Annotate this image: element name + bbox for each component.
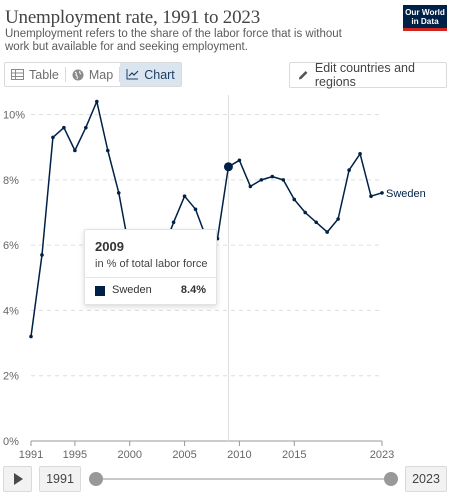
y-tick-label: 4% (3, 305, 19, 317)
tab-chart-label: Chart (144, 67, 175, 82)
line-chart: 0% 2% 4% 6% 8% 10% 1991 1995 2000 2005 2010 2015 202… (3, 95, 426, 460)
timeline-track[interactable] (96, 478, 391, 480)
timeline-end-handle[interactable] (384, 472, 398, 486)
data-point (116, 191, 121, 195)
x-tick-label: 2015 (282, 449, 306, 460)
data-point (314, 220, 318, 225)
line-chart-icon (126, 69, 139, 80)
x-tick-label: 2010 (227, 449, 251, 460)
tab-divider (64, 67, 66, 82)
data-point (347, 168, 351, 172)
y-tick-label: 10% (3, 110, 25, 122)
series-label: Sweden (386, 188, 426, 200)
data-point (303, 210, 308, 215)
table-icon (11, 69, 24, 80)
data-point (40, 253, 44, 257)
tab-table-label: Table (29, 67, 59, 82)
y-tick-label: 2% (3, 371, 19, 383)
y-tick-label: 6% (3, 240, 19, 252)
data-point (369, 194, 373, 198)
globe-icon (72, 69, 84, 80)
play-icon (14, 473, 23, 485)
data-point (105, 148, 110, 153)
data-point (248, 184, 253, 189)
logo-line-2: in Data (411, 17, 439, 26)
data-point (171, 220, 176, 225)
data-point (380, 191, 384, 195)
data-point (358, 151, 362, 156)
tab-map[interactable]: Map (66, 63, 119, 86)
highlighted-point (223, 162, 233, 172)
tab-table[interactable]: Table (5, 63, 65, 86)
data-point (259, 178, 264, 182)
y-tick-label: 0% (3, 436, 19, 448)
chart-title: Unemployment rate, 1991 to 2023 (5, 7, 261, 28)
x-tick-label: 1991 (19, 449, 43, 460)
timeline-end-year[interactable]: 2023 (405, 466, 447, 492)
tooltip-divider (85, 277, 216, 278)
data-point (270, 174, 275, 179)
data-point (193, 207, 198, 212)
tooltip-value: 8.4% (180, 284, 206, 296)
data-point (73, 148, 77, 153)
tooltip-entity: Sweden (112, 284, 152, 296)
x-tick-label: 2000 (117, 449, 141, 460)
x-tick-label: 1995 (63, 449, 87, 460)
edit-countries-button[interactable]: Edit countries and regions (289, 61, 447, 89)
edit-countries-label: Edit countries and regions (314, 61, 415, 89)
view-tabs: Table Map Chart (4, 62, 182, 87)
data-point (325, 230, 329, 234)
x-tick-label: 2023 (370, 449, 394, 460)
data-point (292, 197, 297, 202)
owid-logo[interactable]: Our World in Data (403, 5, 447, 31)
data-point (95, 99, 99, 104)
timeline-start-handle[interactable] (89, 472, 103, 486)
tab-map-label: Map (88, 67, 114, 82)
data-tooltip: 2009 in % of total labor force Sweden 8.… (84, 229, 217, 305)
y-tick-label: 8% (3, 175, 19, 187)
tooltip-year: 2009 (95, 239, 124, 254)
pencil-icon (298, 71, 308, 80)
data-point (336, 217, 340, 221)
chart-subtitle: Unemployment refers to the share of the … (5, 28, 342, 53)
x-tick-label: 2005 (172, 449, 196, 460)
data-point (237, 158, 242, 163)
logo-line-1: Our World (405, 8, 445, 17)
tooltip-unit: in % of total labor force (95, 258, 208, 270)
data-point (29, 334, 33, 339)
data-point (281, 178, 286, 182)
play-button[interactable] (3, 466, 32, 492)
data-point (182, 194, 187, 198)
tab-chart[interactable]: Chart (120, 63, 181, 86)
timeline-start-year[interactable]: 1991 (39, 466, 81, 492)
data-point (84, 125, 88, 130)
data-point (51, 135, 55, 140)
tab-divider (119, 67, 121, 82)
data-point (62, 125, 66, 130)
tooltip-swatch (95, 286, 105, 296)
